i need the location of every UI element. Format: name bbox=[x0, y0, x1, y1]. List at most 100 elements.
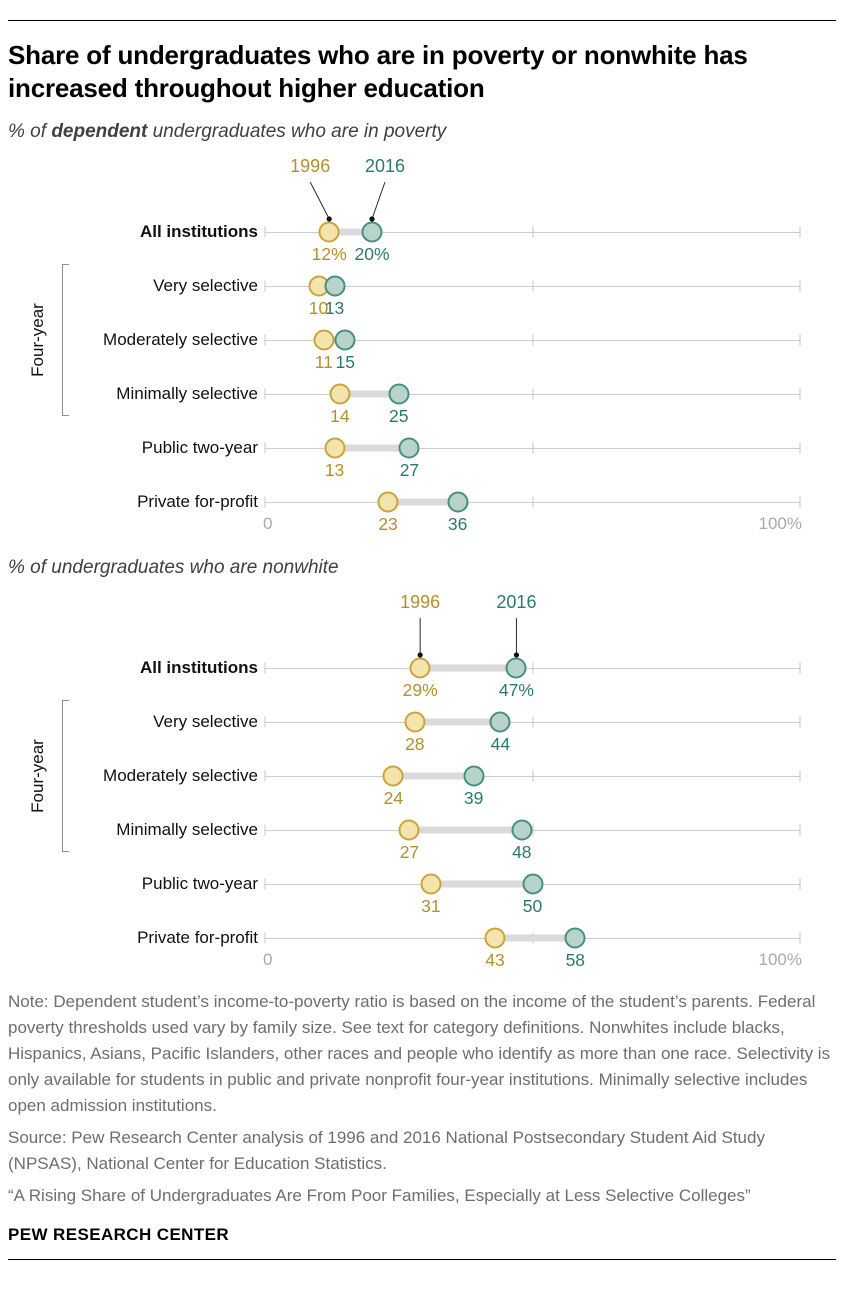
chart-row: Moderately selective 11 15 bbox=[8, 313, 836, 372]
axis-tick bbox=[799, 716, 801, 728]
axis-tick bbox=[799, 388, 801, 400]
axis-tick bbox=[799, 496, 801, 508]
value-label-1996: 43 bbox=[485, 950, 505, 970]
subtitle-segment: undergraduates who are in poverty bbox=[147, 121, 447, 142]
poverty-chart-subtitle: % of dependent undergraduates who are in… bbox=[8, 121, 836, 143]
axis-tick bbox=[532, 388, 533, 400]
axis-tick bbox=[532, 496, 533, 508]
marker-1996 bbox=[318, 221, 340, 243]
axis-tick bbox=[264, 496, 266, 508]
row-label: All institutions bbox=[139, 222, 258, 241]
legend-label-2016: 2016 bbox=[364, 156, 406, 176]
axis-tick bbox=[264, 932, 266, 944]
marker-1996 bbox=[377, 491, 399, 513]
subtitle-segment: dependent bbox=[51, 121, 148, 142]
marker-1996 bbox=[404, 711, 426, 733]
infographic: Share of undergraduates who are in pover… bbox=[8, 20, 836, 1260]
marker-2016 bbox=[398, 437, 420, 459]
legend-spacer bbox=[8, 589, 258, 641]
connector-bar bbox=[420, 664, 517, 672]
four-year-label: Four-year bbox=[28, 739, 47, 813]
row-plot: 28 44 bbox=[264, 695, 801, 754]
legend-plot: 1996 2016 bbox=[265, 589, 800, 658]
marker-2016 bbox=[564, 927, 586, 949]
legend-plot: 1996 2016 bbox=[265, 153, 800, 222]
axis-tick bbox=[532, 334, 533, 346]
axis-label-max: 100% bbox=[758, 514, 802, 533]
marker-2016 bbox=[361, 221, 383, 243]
legend-leader-lines bbox=[417, 618, 520, 658]
axis-tick bbox=[264, 824, 266, 836]
bottom-rule bbox=[8, 1259, 836, 1260]
row-label: Private for-profit bbox=[137, 492, 258, 511]
marker-2016 bbox=[324, 275, 346, 297]
value-label-1996: 31 bbox=[421, 896, 441, 916]
connector-bar bbox=[430, 880, 533, 888]
connector-bar bbox=[393, 772, 474, 780]
value-label-2016: 58 bbox=[565, 950, 586, 970]
marker-1996 bbox=[329, 383, 351, 405]
axis-tick bbox=[799, 226, 801, 238]
four-year-bracket bbox=[62, 264, 69, 416]
value-label-2016: 36 bbox=[447, 514, 468, 534]
marker-1996 bbox=[398, 819, 420, 841]
value-label-1996: 14 bbox=[330, 406, 350, 426]
row-label: Very selective bbox=[153, 712, 258, 731]
row-plot: 23 36 0 100% bbox=[263, 475, 802, 534]
value-label-1996: 24 bbox=[383, 788, 404, 808]
four-year-bracket bbox=[62, 700, 69, 852]
row-label: All institutions bbox=[139, 658, 258, 677]
connector-bar bbox=[414, 718, 501, 726]
chart-row: All institutions 12% 20% bbox=[8, 205, 836, 264]
chart-row: Minimally selective 27 48 bbox=[8, 803, 836, 862]
axis-tick bbox=[264, 280, 266, 292]
value-label-2016: 50 bbox=[522, 896, 543, 916]
subtitle-segment: % of bbox=[8, 121, 52, 142]
axis-label-min: 0 bbox=[263, 514, 273, 533]
note-text: Note: Dependent student’s income-to-pove… bbox=[8, 992, 831, 1115]
axis-tick bbox=[532, 442, 533, 454]
value-label-2016: 39 bbox=[463, 788, 484, 808]
value-label-1996: 29% bbox=[402, 680, 438, 700]
row-plot: 27 48 bbox=[264, 803, 801, 862]
chart-row: Moderately selective 24 39 bbox=[8, 749, 836, 808]
marker-2016 bbox=[511, 819, 533, 841]
marker-2016 bbox=[388, 383, 410, 405]
value-label-1996: 28 bbox=[405, 734, 425, 754]
marker-1996 bbox=[324, 437, 346, 459]
row-plot: 14 25 bbox=[264, 367, 801, 426]
row-label: Public two-year bbox=[141, 874, 258, 893]
value-label-1996: 27 bbox=[399, 842, 420, 862]
marker-2016 bbox=[463, 765, 485, 787]
value-label-2016: 25 bbox=[389, 406, 409, 426]
value-label-1996: 10 bbox=[308, 298, 329, 318]
value-label-2016: 15 bbox=[335, 352, 355, 372]
axis-tick bbox=[264, 770, 266, 782]
legend-label-1996: 1996 bbox=[290, 156, 331, 176]
axis-tick bbox=[264, 442, 266, 454]
value-label-1996: 11 bbox=[314, 352, 333, 372]
source-text: Source: Pew Research Center analysis of … bbox=[8, 1128, 765, 1173]
chart-row: Very selective 28 44 bbox=[8, 695, 836, 754]
row-plot: 29% 47% bbox=[264, 641, 801, 700]
chart-row: Private for-profit 43 58 0 100% bbox=[8, 911, 836, 970]
axis-label-max: 100% bbox=[758, 950, 802, 969]
row-plot: 43 58 0 100% bbox=[263, 911, 802, 970]
marker-2016 bbox=[505, 657, 527, 679]
chart-row: Public two-year 31 50 bbox=[8, 857, 836, 916]
axis-tick bbox=[264, 334, 266, 346]
value-label-2016: 47% bbox=[498, 680, 534, 700]
axis-tick bbox=[532, 226, 533, 238]
axis-tick bbox=[264, 662, 266, 674]
top-rule bbox=[8, 20, 836, 21]
value-label-2016: 44 bbox=[490, 734, 511, 754]
legend-spacer bbox=[8, 153, 258, 205]
pew-research-center-wordmark: PEW RESEARCH CENTER bbox=[8, 1225, 230, 1244]
axis-tick bbox=[264, 226, 266, 238]
row-label: Minimally selective bbox=[116, 820, 258, 839]
row-plot: 13 27 bbox=[264, 421, 801, 480]
notes-block: Note: Dependent student’s income-to-pove… bbox=[8, 989, 836, 1209]
chart-row: Public two-year 13 27 bbox=[8, 421, 836, 480]
axis-tick bbox=[532, 770, 533, 782]
value-label-2016: 27 bbox=[399, 460, 420, 480]
